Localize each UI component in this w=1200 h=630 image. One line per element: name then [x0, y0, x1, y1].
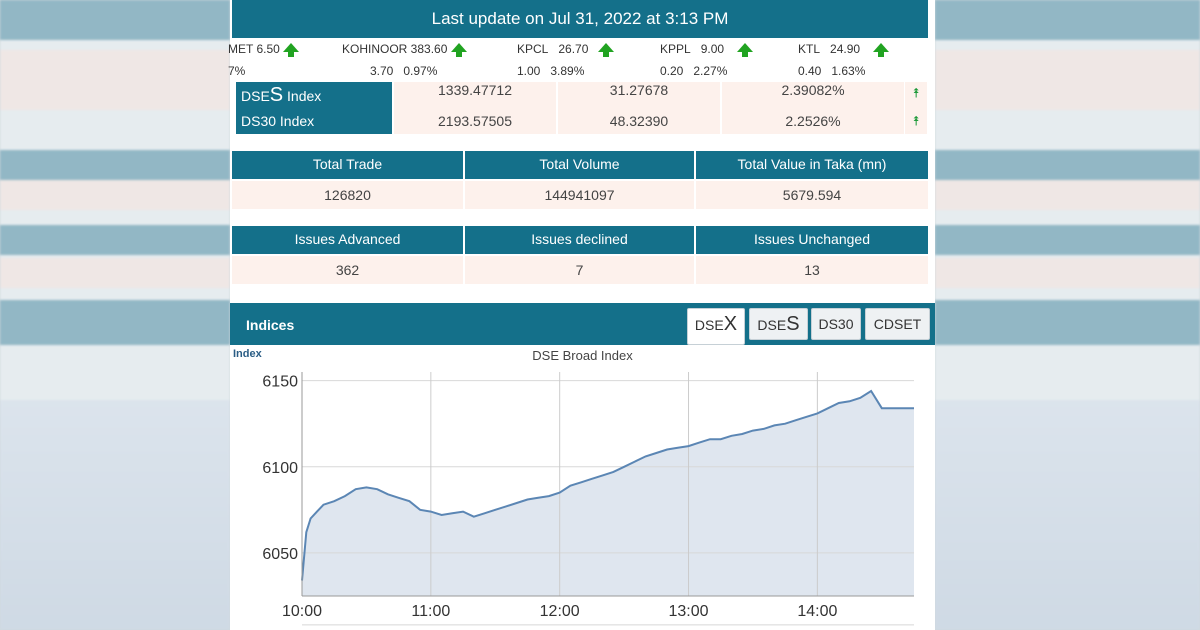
index-pct: 2.39082%: [722, 82, 904, 108]
y-axis-label: Index: [233, 348, 262, 360]
total-trade-header: Total Trade: [232, 151, 463, 179]
total-value-value: 5679.594: [696, 181, 928, 209]
tab-dsex[interactable]: DSEX: [687, 308, 745, 345]
chart-title: DSE Broad Index: [532, 348, 633, 363]
index-value: 2193.57505: [394, 108, 556, 134]
ticker-pct: 0.97%: [403, 64, 438, 78]
index-change: 31.27678: [558, 82, 720, 108]
total-trade-value: 126820: [232, 181, 463, 209]
background-right: [935, 0, 1200, 630]
index-row-ds30: DS30 Index 2193.57505 48.32390 2.2526% ⯭: [230, 108, 935, 136]
series-line: [301, 389, 914, 581]
y-tick-label: 6050: [262, 546, 298, 563]
x-tick-label: 11:00: [411, 603, 450, 620]
ticker-pct: 2.27%: [693, 64, 728, 78]
ticker-name: KOHINOOR 383.60: [342, 42, 448, 56]
index-pct: 2.2526%: [722, 108, 904, 134]
indices-header: Indices DSEX DSES DS30 CDSET: [230, 303, 935, 345]
total-volume-header: Total Volume: [465, 151, 694, 179]
index-name[interactable]: DS30 Index: [236, 108, 392, 134]
x-tick-label: 14:00: [797, 603, 837, 620]
total-value-header: Total Value in Taka (mn): [696, 151, 928, 179]
issue-stats-table: Issues Advanced Issues declined Issues U…: [232, 226, 928, 286]
ticker-price: 26.70: [558, 42, 589, 56]
x-tick-label: 10:00: [282, 603, 322, 620]
index-name[interactable]: DSES Index: [236, 82, 392, 108]
trade-stats-table: Total Trade Total Volume Total Value in …: [232, 151, 928, 211]
up-arrow-icon: [450, 43, 467, 57]
index-value: 1339.47712: [394, 82, 556, 108]
indices-title: Indices: [246, 317, 295, 333]
issues-unchanged-header: Issues Unchanged: [696, 226, 928, 254]
y-tick-label: 6150: [262, 374, 298, 391]
ticker-change: 0.40: [798, 64, 822, 78]
index-row-dses: DSES Index 1339.47712 31.27678 2.39082% …: [230, 82, 935, 110]
tab-cdset[interactable]: CDSET: [865, 308, 930, 340]
double-chevron-up-icon: ⯭: [905, 108, 927, 134]
stock-ticker[interactable]: MET 6.50 7% KOHINOOR 383.60 3.70 0.97% K…: [228, 38, 935, 82]
up-arrow-icon: [737, 43, 754, 57]
chart-plot: 6050 6100 6150 10:00 11:00 12:00 13:00 14:00: [262, 372, 914, 626]
ticker-pct: 1.63%: [831, 64, 866, 78]
ticker-change: 0.20: [660, 64, 684, 78]
y-tick-label: 6100: [262, 460, 298, 477]
ticker-pct: 7%: [228, 64, 246, 78]
background-left: [0, 0, 230, 630]
tab-ds30[interactable]: DS30: [811, 308, 861, 340]
index-change: 48.32390: [558, 108, 720, 134]
ticker-price: 9.00: [700, 42, 725, 56]
ticker-name: KPCL: [517, 42, 549, 56]
up-arrow-icon: [598, 43, 615, 57]
ticker-pct: 3.89%: [550, 64, 585, 78]
x-tick-label: 13:00: [669, 603, 709, 620]
issues-advanced-header: Issues Advanced: [232, 226, 463, 254]
ticker-name: KPPL: [660, 42, 691, 56]
issues-advanced-value: 362: [232, 256, 463, 284]
ticker-name: KTL: [798, 42, 821, 56]
index-chart: Index DSE Broad Index 6050 6100 6150 10:00 1…: [230, 345, 935, 630]
x-tick-label: 12:00: [540, 603, 580, 620]
double-chevron-up-icon: ⯭: [905, 82, 927, 108]
ticker-price: 24.90: [830, 42, 861, 56]
issues-declined-header: Issues declined: [465, 226, 694, 254]
market-panel: Last update on Jul 31, 2022 at 3:13 PM M…: [228, 0, 935, 630]
last-update-banner: Last update on Jul 31, 2022 at 3:13 PM: [232, 0, 928, 38]
up-arrow-icon: [873, 43, 890, 57]
issues-declined-value: 7: [465, 256, 694, 284]
ticker-change: 3.70: [370, 64, 394, 78]
issues-unchanged-value: 13: [696, 256, 928, 284]
ticker-change: 1.00: [517, 64, 541, 78]
area-fill: [302, 391, 914, 596]
up-arrow-icon: [283, 43, 300, 57]
ticker-name: MET 6.50: [228, 42, 280, 56]
total-volume-value: 144941097: [465, 181, 694, 209]
tab-dses[interactable]: DSES: [749, 308, 808, 340]
